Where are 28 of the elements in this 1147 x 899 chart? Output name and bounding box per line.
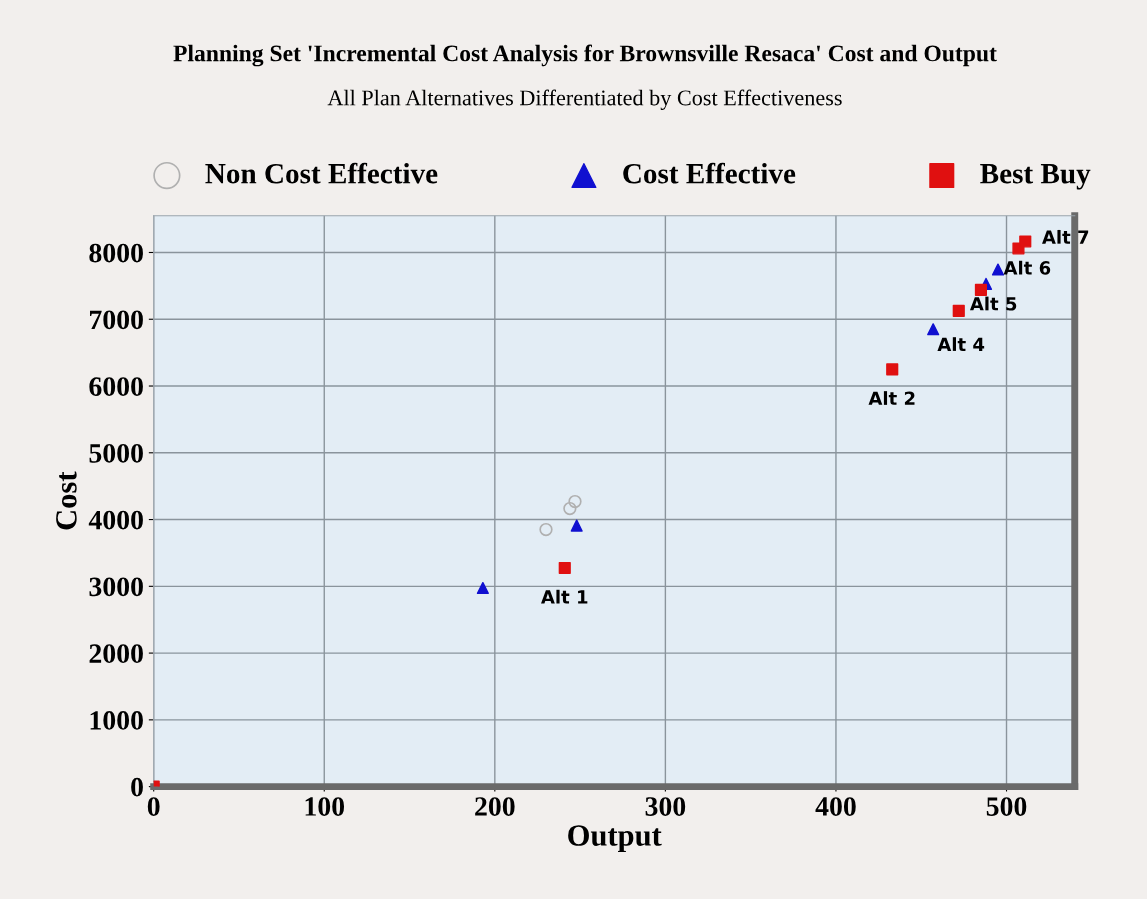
- y-tick-label: 1000: [90, 711, 143, 730]
- x-tick-label: 100: [305, 797, 345, 816]
- y-axis-title: Cost: [56, 471, 77, 530]
- y-tick-label: 4000: [88, 510, 143, 530]
- y-tick-label: 3000: [89, 577, 143, 597]
- chart-subtitle: All Plan Alternatives Differentiated by Cost Effectiveness: [327, 89, 842, 110]
- x-axis-title: Output: [568, 825, 662, 853]
- x-tick-label: 300: [645, 797, 686, 816]
- x-tick-label: 500: [986, 797, 1027, 816]
- annotation: Alt 7: [1042, 229, 1089, 244]
- annotation: Alt 5: [969, 296, 1017, 311]
- annotation: Alt 6: [1003, 260, 1051, 275]
- x-tick-label: 0: [147, 797, 160, 816]
- y-tick-label: 5000: [89, 443, 143, 463]
- legend-label: Best Buy: [980, 164, 1091, 190]
- chart-title: Planning Set 'Incremental Cost Analysis for Brownsville Resaca' Cost and Output: [173, 44, 997, 67]
- x-tick-label: 400: [815, 797, 856, 816]
- annotation: Alt 2: [868, 391, 915, 405]
- y-tick-label: 6000: [89, 377, 143, 396]
- y-tick-label: 0: [131, 777, 143, 797]
- annotation: Alt 1: [541, 589, 588, 604]
- annotation: Alt 4: [937, 337, 985, 351]
- legend-label: Non Cost Effective: [205, 162, 438, 184]
- y-tick-label: 2000: [89, 644, 143, 663]
- y-tick-label: 7000: [90, 310, 143, 330]
- x-tick-label: 200: [475, 797, 515, 816]
- y-tick-label: 8000: [89, 243, 143, 263]
- legend-label: Cost Effective: [623, 162, 796, 184]
